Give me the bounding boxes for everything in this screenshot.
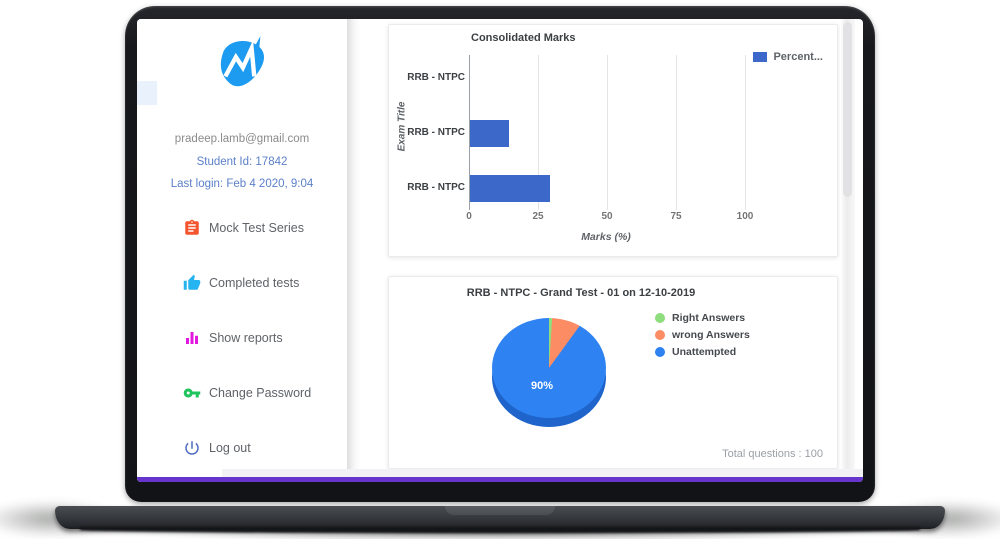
legend-label: Percent... [773, 51, 823, 63]
sidebar-scrollbar[interactable] [347, 19, 360, 482]
bar-plot-area [469, 55, 791, 210]
sidebar-item-completed-tests[interactable]: Completed tests [137, 255, 347, 310]
legend-dot [655, 329, 665, 340]
legend-dot [655, 312, 665, 323]
sidebar-item-log-out[interactable]: Log out [137, 420, 347, 475]
sidebar-item-label: Change Password [209, 385, 312, 400]
sidebar-item-label: Mock Test Series [209, 220, 304, 235]
legend-dot [655, 346, 665, 357]
pie-legend-item-2: Unattempted [655, 343, 750, 360]
student-id: Student Id: 17842 [196, 156, 288, 168]
sidebar-item-label: Show reports [209, 330, 283, 345]
pie-legend-item-1: wrong Answers [655, 326, 750, 343]
pie-slices [492, 318, 606, 418]
sidebar-item-label: Completed tests [209, 275, 300, 290]
legend-swatch [753, 52, 768, 62]
legend-text: Right Answers [672, 311, 746, 324]
bar-category-label: RRB - NTPC [407, 72, 465, 83]
x-tick-label: 0 [466, 211, 472, 222]
bar-chart-icon [186, 331, 198, 344]
bar-chart-legend: Percent... [753, 51, 823, 63]
x-tick-label: 25 [532, 211, 544, 222]
total-questions-note: Total questions : 100 [722, 448, 823, 460]
sidebar-item-change-password[interactable]: Change Password [137, 365, 347, 420]
consolidated-marks-card: Consolidated Marks Percent... Exam Title… [388, 24, 838, 257]
power-icon [185, 440, 199, 455]
pie-chart: 90% [492, 318, 606, 427]
bottom-progress-bar [137, 477, 863, 482]
gridline [745, 55, 746, 210]
sidebar-item-show-reports[interactable]: Show reports [137, 310, 347, 365]
legend-text: Unattempted [672, 345, 737, 358]
laptop-base [55, 506, 945, 529]
y-axis-line [469, 55, 470, 210]
bar-category-label: RRB - NTPC [407, 127, 465, 138]
x-tick-label: 50 [601, 211, 613, 222]
sidebar-menu: Mock Test Series Completed tests Show re… [137, 200, 347, 475]
scrollbar-thumb[interactable] [843, 22, 852, 197]
main-vertical-scrollbar[interactable] [840, 19, 855, 482]
legend-text: wrong Answers [672, 328, 750, 341]
bar-1 [470, 119, 509, 147]
gridline [538, 55, 539, 210]
bar-2 [470, 174, 551, 202]
gridline [607, 55, 608, 210]
key-icon [183, 388, 201, 397]
page-bottom-strip [222, 469, 863, 477]
pie-legend-item-0: Right Answers [655, 309, 750, 326]
laptop-hinge-notch [445, 506, 555, 515]
pie-chart-title: RRB - NTPC - Grand Test - 01 on 12-10-20… [466, 287, 696, 299]
x-tick-label: 75 [670, 211, 682, 222]
app-logo-icon [220, 36, 265, 87]
pie-percwhile-label: 90% [530, 380, 554, 392]
bar-chart-title: Consolidated Marks [471, 32, 576, 44]
sidebar: pradeep.lamb@gmail.com Student Id: 17842… [137, 19, 347, 482]
x-tick-label: 100 [736, 211, 754, 222]
laptop-screen: pradeep.lamb@gmail.com Student Id: 17842… [137, 19, 863, 482]
bar-chart-x-axis-title: Marks (%) [581, 231, 631, 243]
laptop-base-edge [80, 527, 920, 533]
sidebar-item-mock-test-series[interactable]: Mock Test Series [137, 200, 347, 255]
sidebar-highlight-fragment [137, 81, 157, 105]
clipboard-icon [185, 219, 199, 235]
gridline [676, 55, 677, 210]
bar-category-label: RRB - NTPC [407, 182, 465, 193]
last-login: Last login: Feb 4 2020, 9:04 [170, 178, 314, 190]
pie-chart-legend: Right Answers wrong Answers Unattempted [655, 309, 750, 360]
grand-test-result-card: RRB - NTPC - Grand Test - 01 on 12-10-20… [388, 276, 838, 469]
sidebar-item-label: Log out [209, 440, 251, 455]
thumb-up-icon [183, 274, 201, 290]
user-email: pradeep.lamb@gmail.com [174, 133, 310, 145]
